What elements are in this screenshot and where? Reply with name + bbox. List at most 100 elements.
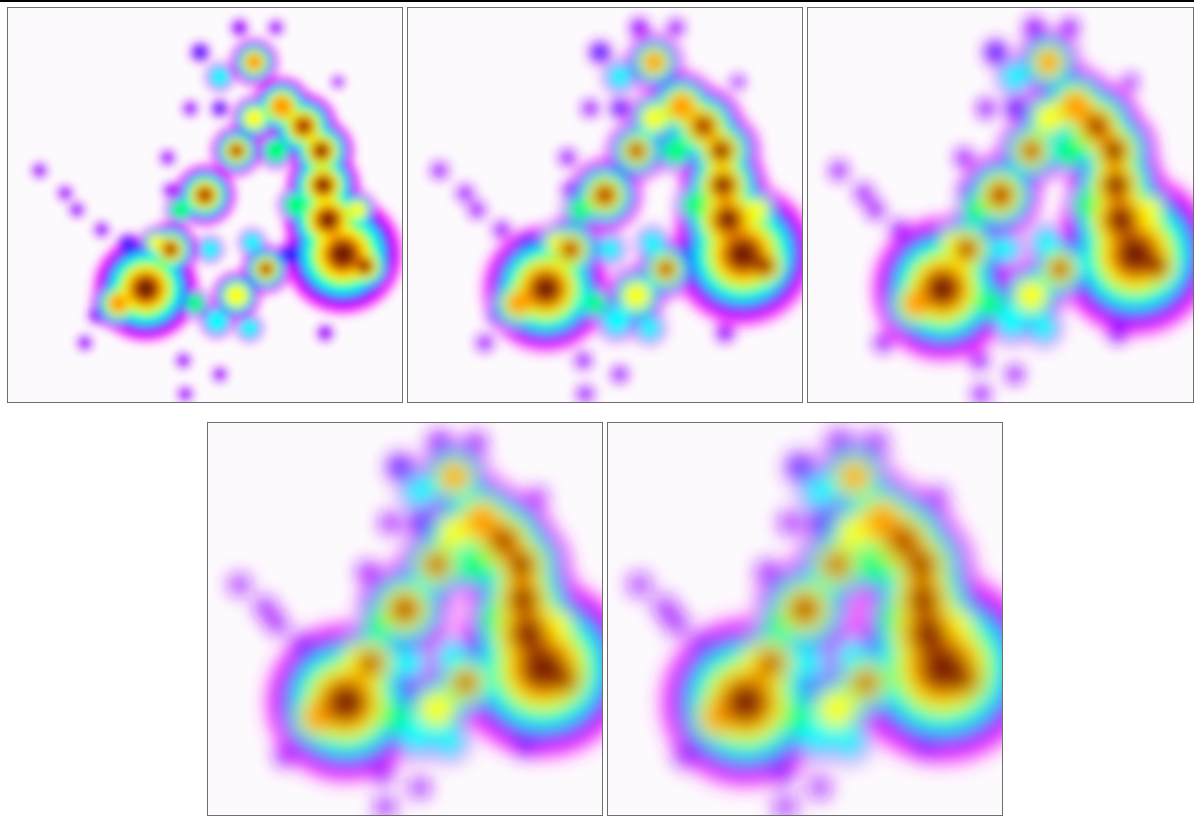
density-blob bbox=[979, 291, 1003, 316]
density-blob bbox=[438, 517, 470, 549]
density-blob bbox=[245, 53, 263, 71]
density-blob bbox=[517, 623, 539, 645]
density-blob bbox=[576, 353, 591, 368]
density-blob bbox=[494, 222, 509, 237]
heatmap-svg-4 bbox=[229, 430, 602, 815]
density-blob bbox=[757, 562, 778, 582]
density-layers bbox=[229, 430, 602, 815]
density-blob bbox=[1108, 323, 1127, 343]
density-blob bbox=[184, 102, 197, 115]
density-blob bbox=[875, 334, 892, 352]
density-blob bbox=[914, 590, 933, 609]
density-blob bbox=[466, 433, 486, 452]
density-blob bbox=[837, 516, 871, 550]
density-blob bbox=[405, 476, 435, 507]
density-blob bbox=[917, 622, 940, 645]
density-blob bbox=[759, 260, 770, 272]
density-blob bbox=[528, 654, 557, 682]
density-layers bbox=[628, 429, 1002, 815]
density-blob bbox=[95, 223, 108, 236]
density-blob bbox=[731, 243, 754, 266]
density-blob bbox=[321, 212, 336, 227]
density-blob bbox=[213, 102, 227, 115]
density-blob bbox=[717, 324, 734, 342]
density-blob bbox=[914, 735, 937, 758]
heatmap-panel-4 bbox=[207, 422, 603, 816]
density-blob bbox=[866, 432, 886, 453]
density-blob bbox=[1031, 315, 1057, 341]
density-blob bbox=[973, 385, 990, 402]
density-blob bbox=[668, 20, 684, 35]
density-blob bbox=[629, 575, 650, 595]
density-blob bbox=[716, 178, 730, 193]
density-blob bbox=[441, 464, 468, 490]
density-blob bbox=[867, 201, 884, 219]
density-blob bbox=[715, 144, 728, 157]
density-blob bbox=[788, 455, 812, 479]
density-blob bbox=[428, 432, 451, 454]
density-blob bbox=[563, 182, 578, 198]
density-blob bbox=[644, 51, 665, 73]
density-blob bbox=[186, 294, 204, 313]
heatmap-svg-1 bbox=[32, 19, 402, 402]
density-blob bbox=[792, 596, 818, 622]
density-blob bbox=[747, 199, 769, 221]
density-blob bbox=[964, 197, 989, 222]
density-blob bbox=[33, 164, 46, 177]
density-blob bbox=[119, 236, 137, 253]
density-blob bbox=[456, 673, 476, 693]
density-blob bbox=[891, 221, 908, 238]
density-blob bbox=[164, 184, 177, 197]
density-blob bbox=[333, 690, 359, 715]
density-blob bbox=[1122, 241, 1148, 267]
density-blob bbox=[992, 236, 1018, 263]
density-blob bbox=[658, 261, 674, 277]
density-blob bbox=[809, 512, 831, 534]
density-blob bbox=[239, 318, 259, 338]
density-blob bbox=[316, 145, 327, 156]
density-blob bbox=[929, 488, 947, 505]
density-blob bbox=[691, 633, 712, 654]
density-blob bbox=[393, 597, 417, 622]
density-blob bbox=[834, 726, 865, 757]
density-blob bbox=[108, 293, 128, 314]
density-blob bbox=[432, 163, 447, 178]
density-blob bbox=[419, 692, 454, 727]
density-blob bbox=[931, 277, 954, 300]
density-blob bbox=[731, 75, 744, 88]
density-blob bbox=[732, 689, 760, 716]
density-blob bbox=[514, 736, 536, 757]
density-layers bbox=[431, 18, 802, 402]
density-blob bbox=[490, 527, 517, 554]
density-blob bbox=[1037, 50, 1060, 74]
density-blob bbox=[595, 185, 615, 205]
density-blob bbox=[855, 185, 872, 202]
density-blob bbox=[585, 293, 606, 314]
density-blob bbox=[1022, 141, 1040, 160]
density-blob bbox=[514, 590, 532, 608]
density-blob bbox=[376, 798, 395, 815]
density-blob bbox=[410, 513, 430, 533]
density-blob bbox=[513, 557, 529, 573]
density-blob bbox=[243, 107, 265, 129]
density-blob bbox=[859, 548, 893, 582]
density-blob bbox=[641, 106, 667, 131]
density-blob bbox=[265, 140, 287, 162]
density-blob bbox=[1107, 144, 1121, 158]
density-blob bbox=[598, 238, 622, 261]
heatmap-panel-2 bbox=[407, 7, 803, 403]
density-blob bbox=[719, 211, 737, 229]
density-blob bbox=[1150, 259, 1163, 273]
density-blob bbox=[804, 475, 836, 508]
density-blob bbox=[781, 703, 809, 731]
density-blob bbox=[1111, 210, 1130, 230]
density-blob bbox=[395, 648, 425, 678]
density-blob bbox=[205, 309, 229, 333]
density-blob bbox=[655, 597, 675, 617]
density-blob bbox=[560, 150, 575, 166]
density-blob bbox=[70, 203, 83, 216]
density-blob bbox=[780, 513, 801, 533]
density-blob bbox=[678, 243, 700, 265]
density-blob bbox=[1006, 99, 1024, 118]
density-blob bbox=[161, 151, 174, 164]
